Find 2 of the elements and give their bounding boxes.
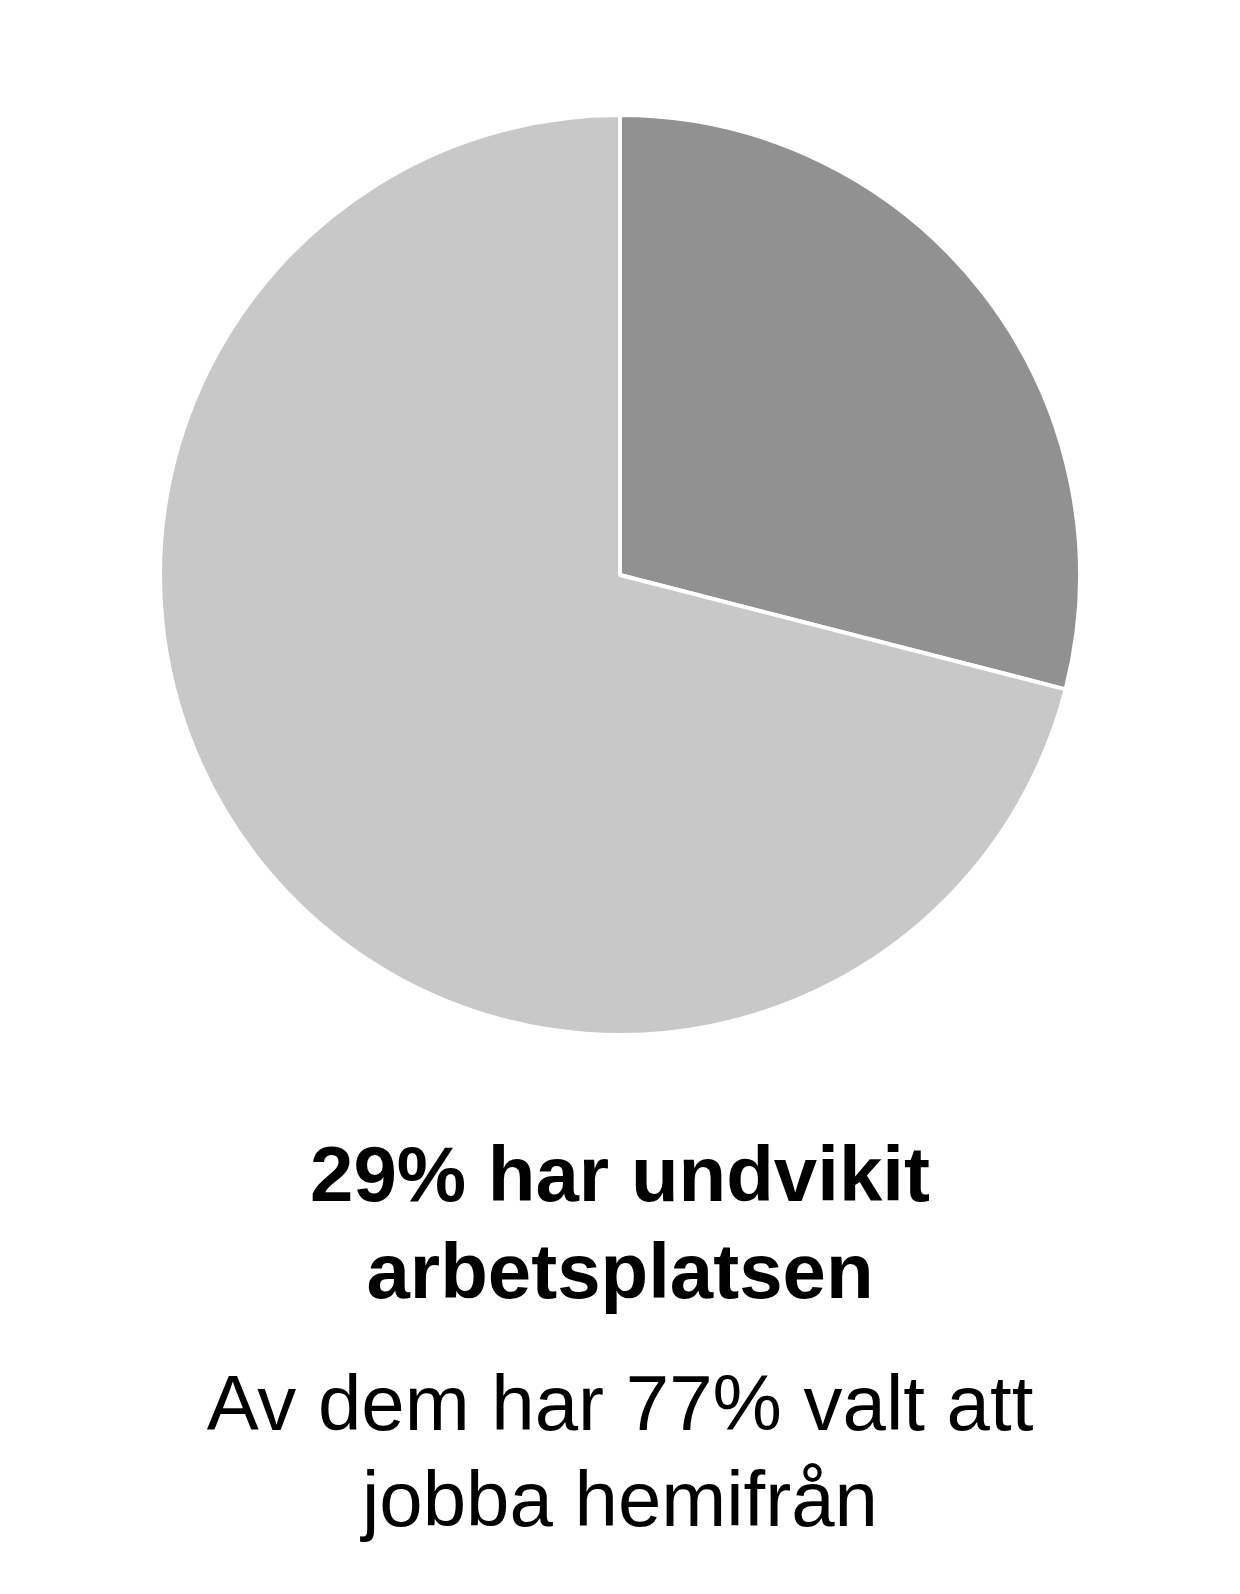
- text: Av dem har 77% valt att jobba hemifrån: [205, 1358, 1035, 1545]
- text: 29% har undvikit arbetsplatsen: [309, 1129, 931, 1317]
